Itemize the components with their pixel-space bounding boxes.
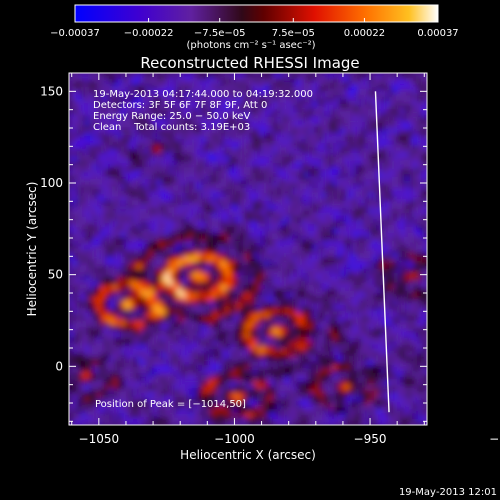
colorbar-ticks: −0.00037 −0.00022 −7.5e−05 7.5e−05 0.00022 0.… bbox=[50, 18, 459, 39]
x-tick-label: −950 bbox=[354, 432, 387, 446]
y-tick-label: 50 bbox=[48, 268, 63, 282]
colorbar-tick-label: −0.00037 bbox=[50, 28, 100, 39]
limb-line bbox=[374, 91, 390, 413]
annotation-total-counts: Clean Total counts: 3.19E+03 bbox=[93, 122, 250, 133]
y-tick-label: 150 bbox=[40, 84, 63, 98]
annotation-detectors: Detectors: 3F 5F 6F 7F 8F 9F, Att 0 bbox=[93, 100, 267, 111]
heatmap-image bbox=[69, 73, 427, 425]
colorbar-tick-label: −0.00022 bbox=[124, 28, 174, 39]
annotation-block: 19‐May‐2013 04:17:44.000 to 04:19:32.000… bbox=[93, 89, 313, 133]
annotation-time-range: 19‐May‐2013 04:17:44.000 to 04:19:32.000 bbox=[93, 89, 313, 100]
footer-timestamp: 19‐May‐2013 12:01 bbox=[399, 487, 497, 498]
peak-position-label: Position of Peak = [−1014,50] bbox=[95, 399, 246, 410]
colorbar-tick-label: −7.5e−05 bbox=[194, 28, 246, 39]
annotation-energy-range: Energy Range: 25.0 − 50.0 keV bbox=[93, 111, 250, 122]
colorbar-tick-label: 0.00037 bbox=[417, 28, 458, 39]
y-tick-label: 0 bbox=[55, 359, 63, 373]
axis-ticks: −1050 −1000 −950 −900 0 50 100 150 bbox=[40, 72, 500, 446]
chart-title: Reconstructed RHESSI Image bbox=[140, 54, 359, 72]
colorbar-units-label: (photons cm⁻² s⁻¹ asec⁻²) bbox=[186, 40, 315, 51]
x-axis-label: Heliocentric X (arcsec) bbox=[180, 448, 316, 462]
colorbar-tick-label: 7.5e−05 bbox=[272, 28, 315, 39]
x-tick-label: −1050 bbox=[79, 432, 120, 446]
colorbar bbox=[74, 4, 439, 23]
x-tick-label: −1000 bbox=[214, 432, 255, 446]
x-tick-label: −900 bbox=[489, 432, 500, 446]
y-tick-label: 100 bbox=[40, 176, 63, 190]
y-axis-label: Heliocentric Y (arcsec) bbox=[25, 182, 39, 317]
plot-frame bbox=[68, 72, 428, 426]
colorbar-tick-label: 0.00022 bbox=[344, 28, 385, 39]
